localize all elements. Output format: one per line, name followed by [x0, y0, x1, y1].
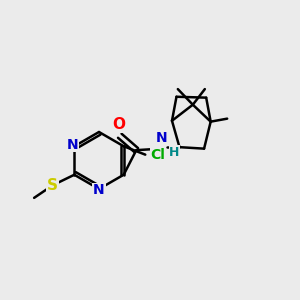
Text: H: H [169, 146, 180, 159]
Text: N: N [156, 131, 167, 145]
Text: Cl: Cl [151, 148, 166, 162]
Text: S: S [47, 178, 58, 193]
Text: N: N [67, 138, 79, 152]
Text: N: N [93, 184, 105, 197]
Text: O: O [113, 117, 126, 132]
